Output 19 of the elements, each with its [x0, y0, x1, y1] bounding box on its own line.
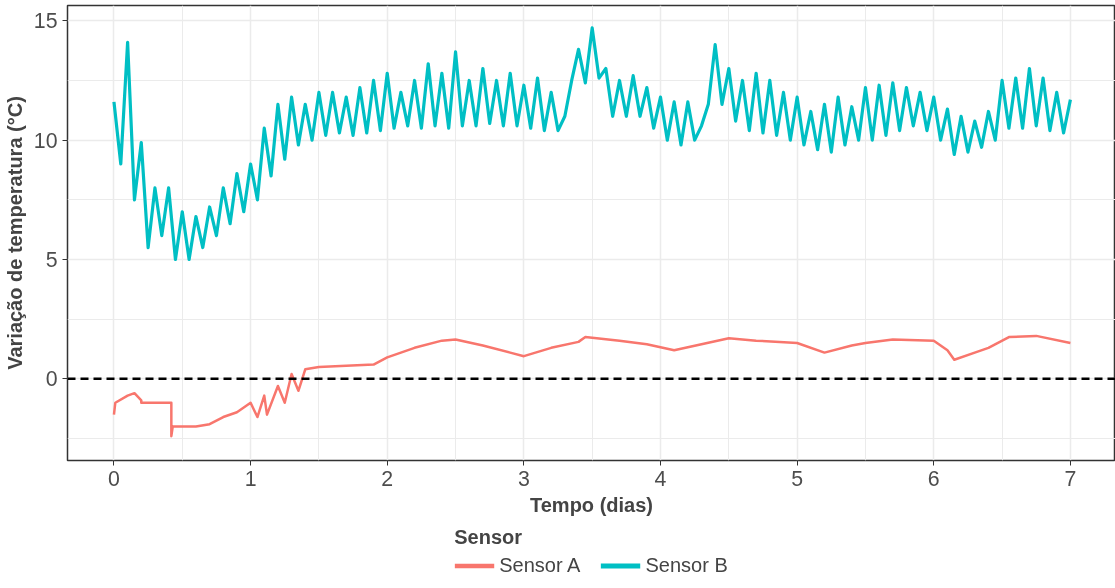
x-tick-label: 4: [654, 466, 667, 491]
x-tick-label: 1: [244, 466, 257, 491]
legend-label: Sensor B: [645, 553, 728, 577]
y-tick-label: 0: [45, 367, 58, 392]
y-tick-label: 10: [33, 128, 58, 153]
x-tick-label: 3: [517, 466, 530, 491]
x-tick-label: 2: [381, 466, 394, 491]
y-axis-title: Variação de temperatura (°C): [3, 96, 26, 370]
x-axis-title: Tempo (dias): [530, 493, 653, 516]
legend-label: Sensor A: [499, 553, 581, 577]
x-tick-label: 6: [927, 466, 940, 491]
x-tick-label: 5: [791, 466, 804, 491]
y-tick-label: 15: [33, 9, 58, 34]
x-tick-label: 7: [1064, 466, 1077, 491]
line-series: [112, 334, 1072, 438]
x-tick-label: 0: [108, 466, 121, 491]
legend-title: Sensor: [454, 525, 524, 549]
line-series: [112, 26, 1073, 262]
y-tick-label: 5: [45, 248, 58, 272]
